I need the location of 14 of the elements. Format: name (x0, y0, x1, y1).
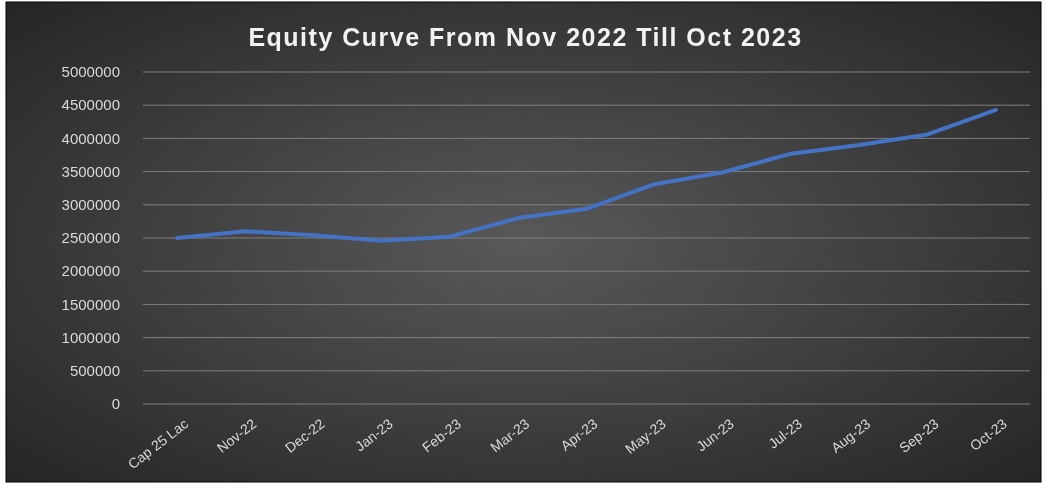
y-tick-label: 5000000 (61, 63, 120, 81)
y-tick-label: 500000 (69, 362, 120, 380)
y-tick-label: 3500000 (61, 162, 120, 180)
y-tick-label: 2000000 (61, 262, 120, 280)
line-series (175, 107, 998, 243)
y-tick-label: 2500000 (61, 229, 120, 247)
y-tick-label: 4000000 (61, 129, 120, 147)
x-tick-label: Cap 25 Lac (124, 415, 191, 473)
y-tick-label: 0 (111, 395, 120, 413)
y-tick-label: 3000000 (61, 196, 120, 214)
y-tick-label: 1500000 (61, 295, 120, 313)
chart-title: Equity Curve From Nov 2022 Till Oct 2023 (248, 23, 803, 51)
y-tick-label: 1000000 (61, 328, 120, 346)
y-tick-label: 4500000 (61, 96, 120, 114)
